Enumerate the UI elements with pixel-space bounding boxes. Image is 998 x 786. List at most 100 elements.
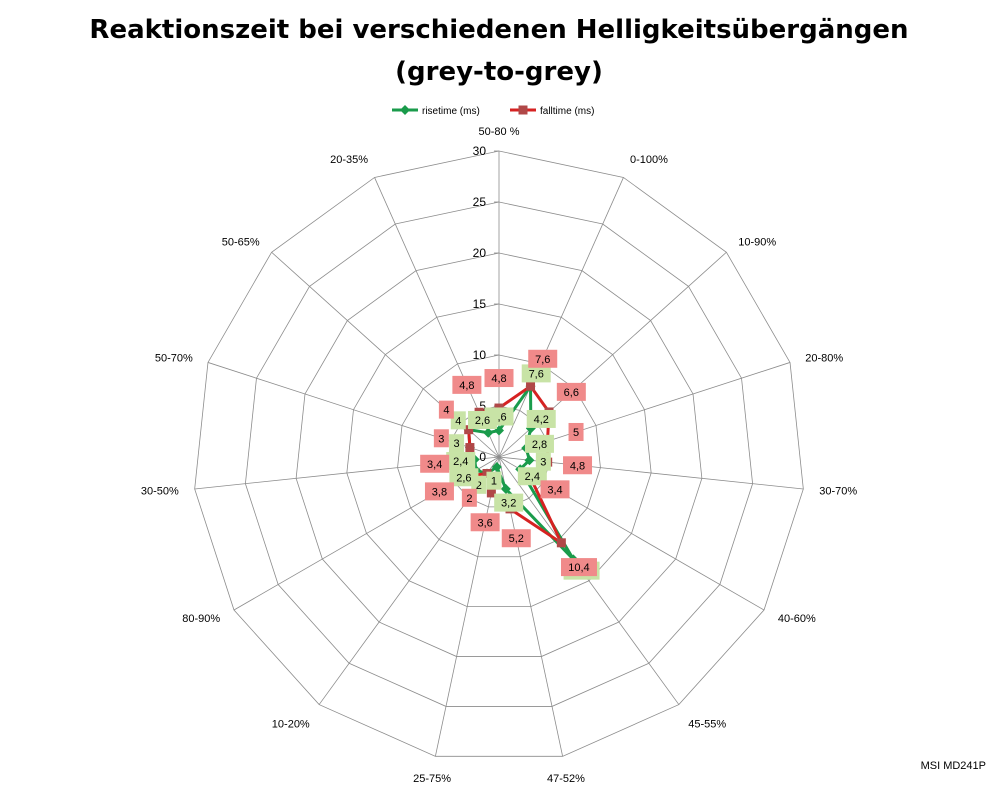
tick-label: 10 xyxy=(473,348,487,362)
grid-ring xyxy=(295,252,703,657)
category-label: 50-65% xyxy=(222,237,260,249)
data-label-bg xyxy=(494,493,524,512)
legend-marker-falltime xyxy=(518,105,528,115)
data-label: 4,8 xyxy=(459,380,474,392)
chart-title-line2: (grey-to-grey) xyxy=(395,57,603,87)
data-label-bg xyxy=(556,382,586,401)
data-label-bg xyxy=(517,467,547,486)
legend: risetime (ms) falltime (ms) xyxy=(392,105,594,117)
category-label: 25-75% xyxy=(413,773,451,785)
data-label: 2,8 xyxy=(532,439,547,451)
tick-label: 0 xyxy=(479,450,486,464)
category-label: 20-35% xyxy=(330,154,368,166)
category-label: 50-70% xyxy=(155,352,193,364)
tick-label: 30 xyxy=(473,144,487,158)
data-label: 2 xyxy=(466,493,472,505)
data-label: 7,6 xyxy=(535,354,550,366)
data-label: 3 xyxy=(454,438,460,450)
chart-title-line1: Reaktionszeit bei verschiedenen Helligke… xyxy=(89,15,908,45)
data-label: 4 xyxy=(443,405,449,417)
category-label: 20-80% xyxy=(805,352,843,364)
data-label: 3,2 xyxy=(501,498,516,510)
data-label-bg xyxy=(424,482,454,501)
data-label-bg xyxy=(568,422,584,441)
data-point-marker xyxy=(483,427,494,438)
legend-marker-risetime xyxy=(400,105,410,115)
data-point-marker xyxy=(526,381,536,391)
category-labels: 50-80 % 0-100% 10-90% 20-80% 30-70% 40-60% 45-… xyxy=(141,126,858,785)
data-point-marker xyxy=(486,488,496,498)
data-label-bg xyxy=(524,434,554,453)
data-label: 3 xyxy=(540,457,546,469)
data-label-bg xyxy=(535,452,551,471)
data-label-bg xyxy=(420,454,450,473)
radial-axis-ticks: 0 5 10 15 20 25 30 xyxy=(473,144,499,464)
category-label: 50-80 % xyxy=(479,126,520,138)
data-label-bg xyxy=(452,375,482,394)
data-label-bg xyxy=(486,471,502,490)
data-label-bg xyxy=(450,411,466,430)
data-point-marker xyxy=(500,483,511,494)
grid-spoke xyxy=(434,456,500,757)
data-label-bg xyxy=(438,400,454,419)
data-label: 1 xyxy=(491,476,497,488)
data-label-bg xyxy=(461,488,477,507)
data-label: 3,4 xyxy=(427,459,442,471)
grid-ring xyxy=(244,201,754,707)
radar-grid xyxy=(194,150,804,757)
data-label-bg xyxy=(560,558,597,577)
data-label: 5,2 xyxy=(509,533,524,545)
data-label: 10,4 xyxy=(568,562,589,574)
data-point-marker xyxy=(464,425,474,435)
data-label: 3 xyxy=(438,433,444,445)
grid-spoke xyxy=(498,456,680,705)
data-label: 4,8 xyxy=(570,460,585,472)
data-label: 2,4 xyxy=(453,456,468,468)
category-label: 10-90% xyxy=(738,237,776,249)
category-label: 40-60% xyxy=(778,613,816,625)
data-label-bg xyxy=(470,513,500,532)
data-label: 2 xyxy=(476,480,482,492)
category-label: 47-52% xyxy=(547,773,585,785)
data-label-bg xyxy=(521,364,551,383)
data-label: 5 xyxy=(573,427,579,439)
grid-ring xyxy=(194,150,804,757)
category-label: 30-70% xyxy=(819,486,857,498)
data-point-marker xyxy=(524,455,535,466)
data-label: 4,2 xyxy=(534,414,549,426)
category-label: 45-55% xyxy=(688,719,726,731)
tick-label: 15 xyxy=(473,297,487,311)
grid-ring xyxy=(346,303,652,608)
data-label-bg xyxy=(446,452,476,471)
category-label: 0-100% xyxy=(630,154,668,166)
data-label-bg xyxy=(484,369,514,388)
data-label-bg xyxy=(468,410,498,429)
data-label: 4,8 xyxy=(491,373,506,385)
tick-label: 25 xyxy=(473,195,487,209)
data-label-bg xyxy=(433,429,449,448)
data-label: 2,6 xyxy=(456,472,471,484)
category-label: 30-50% xyxy=(141,486,179,498)
data-label: 3,8 xyxy=(432,486,447,498)
data-label-bg xyxy=(563,456,593,475)
data-label-bg xyxy=(540,480,570,499)
data-label: 2,6 xyxy=(475,415,490,427)
grid-ring xyxy=(397,354,601,558)
category-label: 10-20% xyxy=(272,719,310,731)
category-label: 80-90% xyxy=(182,613,220,625)
data-label: 7,6 xyxy=(529,368,544,380)
data-label-bg xyxy=(526,409,556,428)
grid-spoke xyxy=(498,177,624,458)
data-label: 3,6 xyxy=(477,517,492,529)
credit-text: MSI MD241P xyxy=(920,760,986,772)
data-label: 2,4 xyxy=(525,471,540,483)
data-labels: 2,67,64,22,832,412,43,2122,62,4342,64,87… xyxy=(420,349,600,580)
legend-label-falltime: falltime (ms) xyxy=(540,106,594,117)
data-label-bg xyxy=(449,468,479,487)
legend-label-risetime: risetime (ms) xyxy=(422,106,480,117)
data-point-marker xyxy=(556,538,566,548)
data-point-marker xyxy=(465,443,475,453)
data-label: 6,6 xyxy=(564,387,579,399)
data-label-bg xyxy=(528,349,558,368)
